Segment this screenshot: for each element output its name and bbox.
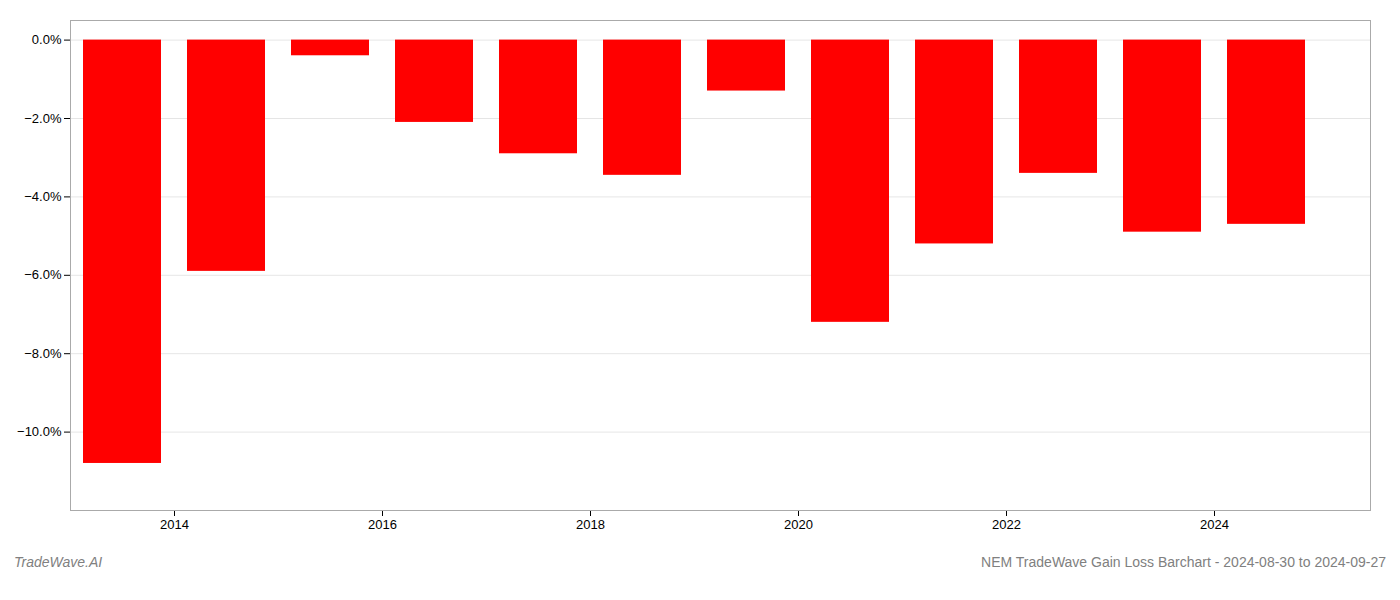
svg-text:2020: 2020 [784, 517, 813, 532]
svg-text:−2.0%: −2.0% [24, 111, 62, 126]
svg-text:−10.0%: −10.0% [17, 424, 62, 439]
svg-text:2022: 2022 [992, 517, 1021, 532]
svg-text:−8.0%: −8.0% [24, 346, 62, 361]
svg-text:2018: 2018 [576, 517, 605, 532]
svg-text:2014: 2014 [160, 517, 189, 532]
svg-text:0.0%: 0.0% [32, 32, 62, 47]
svg-text:2024: 2024 [1200, 517, 1229, 532]
html-text:TradeWave.AI: TradeWave.AI [14, 554, 103, 570]
svg-text:2016: 2016 [368, 517, 397, 532]
svg-text:−4.0%: −4.0% [24, 189, 62, 204]
svg-text:−6.0%: −6.0% [24, 267, 62, 282]
html-text:NEM TradeWave Gain Loss Barcha: NEM TradeWave Gain Loss Barchart - 2024-… [981, 554, 1386, 570]
